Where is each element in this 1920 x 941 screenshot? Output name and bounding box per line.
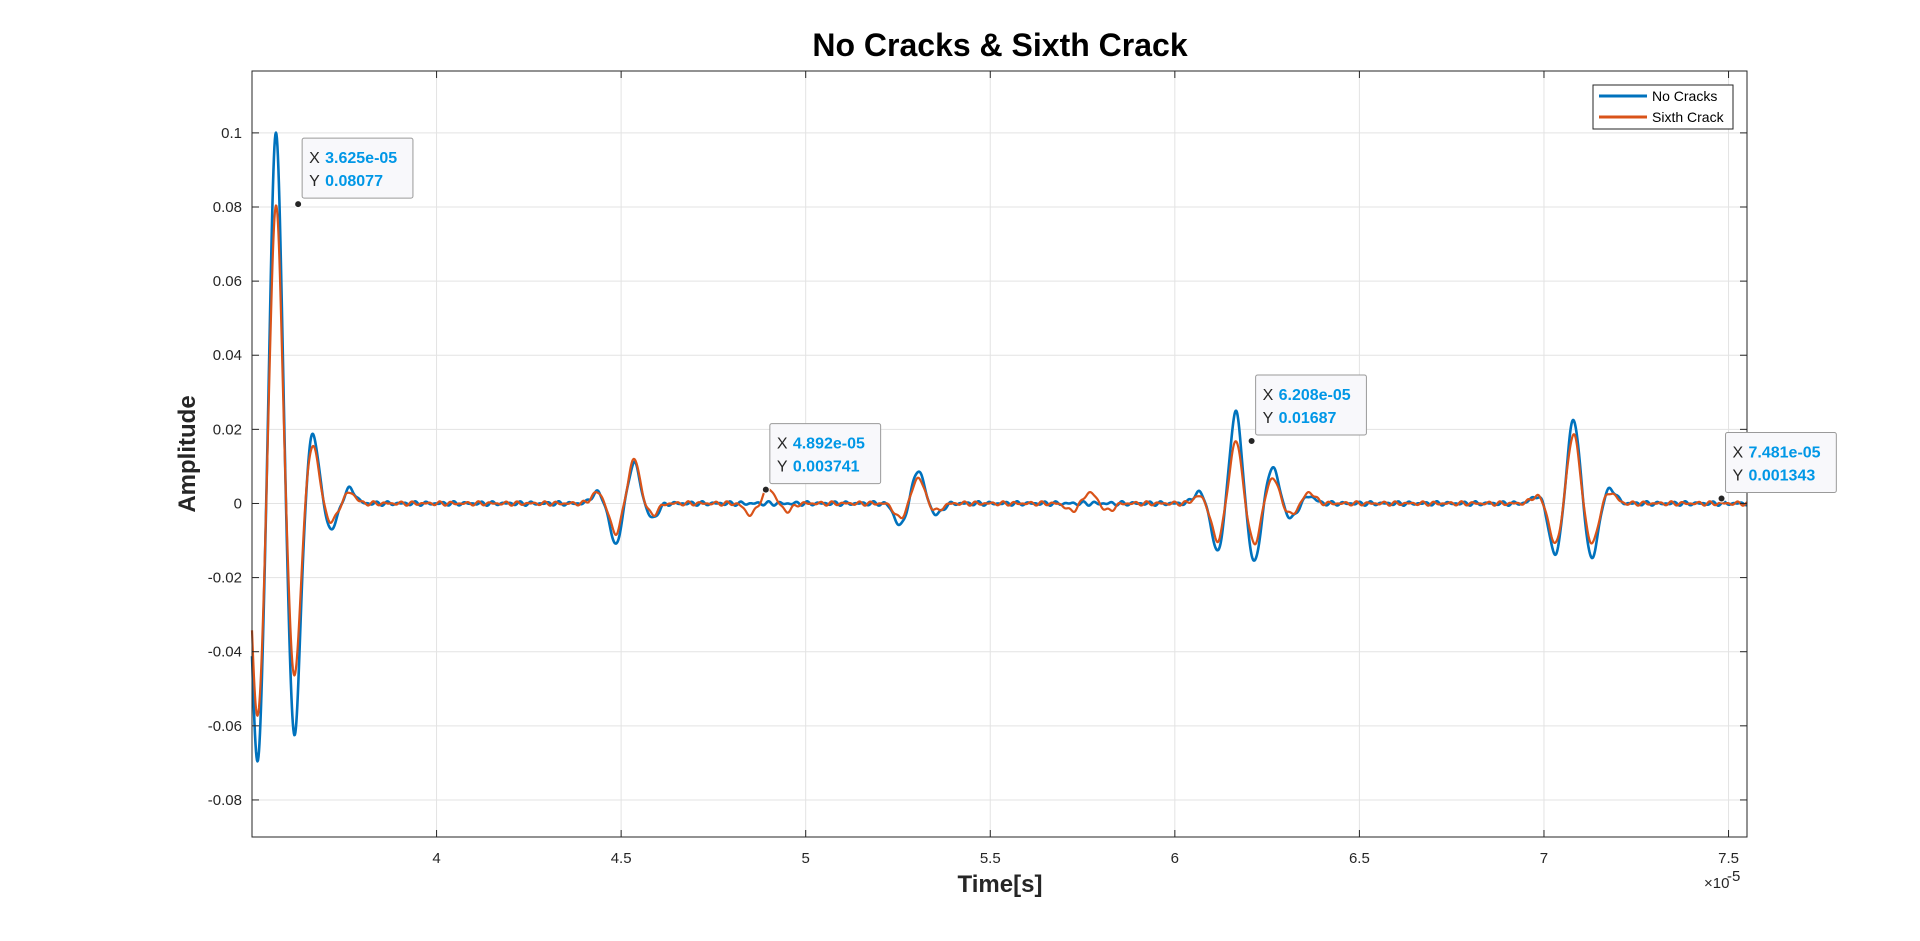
datatip-marker (1247, 436, 1256, 445)
datatip-x-label: X (777, 436, 788, 453)
x-tick-label: 4.5 (611, 850, 632, 867)
datatip-x-label: X (1733, 444, 1744, 461)
x-tick-label: 7 (1540, 850, 1548, 867)
y-tick-label: -0.08 (208, 792, 242, 809)
y-tick-label: 0.08 (213, 199, 242, 216)
datatip[interactable]: X 4.892e-05 Y 0.003741 (761, 423, 882, 494)
legend-label-no-cracks: No Cracks (1652, 88, 1717, 104)
y-tick-label: 0.04 (213, 347, 242, 364)
y-tick-label: 0.1 (221, 125, 242, 142)
x-tick-label: 6 (1171, 850, 1179, 867)
y-tick-label: -0.06 (208, 718, 242, 735)
y-tick-label: 0.02 (213, 421, 242, 438)
datatip-x-label: X (1263, 387, 1274, 404)
datatip-x-value: 4.892e-05 (793, 436, 865, 453)
datatip-y-value: 0.08077 (325, 173, 383, 190)
legend-label-sixth-crack: Sixth Crack (1652, 109, 1725, 125)
datatip-box (769, 423, 882, 485)
x-tick-label: 7.5 (1718, 850, 1739, 867)
plot-area (252, 71, 1747, 837)
datatip-marker (1717, 494, 1726, 503)
datatip-y-value: 0.001343 (1749, 467, 1816, 484)
datatip-x-value: 7.481e-05 (1749, 444, 1821, 461)
y-tick-label: 0.06 (213, 273, 242, 290)
datatip-y-label: Y (309, 173, 320, 190)
datatip-box (1725, 431, 1837, 493)
x-tick-label: 4 (432, 850, 440, 867)
x-tick-label: 5 (802, 850, 810, 867)
datatip-box (1255, 374, 1367, 436)
datatips[interactable]: X 3.625e-05 Y 0.08077 X 4.892e-05 Y 0.003741 X 6.… (294, 137, 1837, 503)
series-lines (250, 131, 1748, 763)
datatip[interactable]: X 3.625e-05 Y 0.08077 (294, 137, 414, 209)
y-axis-title: Amplitude (174, 395, 201, 512)
axis-ticks: 4 4.5 5 5.5 6 6.5 7 7.5 -0.08 -0.06 -0.04 -0.02 0 0.0… (208, 71, 1747, 867)
datatip-box (301, 137, 414, 199)
x-axis-exponent: ×10 -5 (1704, 868, 1740, 892)
x-exponent-base: ×10 (1704, 875, 1729, 892)
datatip-marker (761, 485, 770, 494)
datatip-y-label: Y (1733, 467, 1744, 484)
x-tick-label: 5.5 (980, 850, 1001, 867)
datatip-x-label: X (309, 150, 320, 167)
datatip-y-value: 0.003741 (793, 459, 860, 476)
datatip-x-value: 3.625e-05 (325, 150, 397, 167)
datatip-y-label: Y (1263, 410, 1274, 427)
datatip-y-label: Y (777, 459, 788, 476)
x-exponent-power: -5 (1727, 868, 1740, 885)
legend[interactable]: No Cracks Sixth Crack (1592, 84, 1734, 130)
datatip-x-value: 6.208e-05 (1279, 387, 1351, 404)
chart-title: No Cracks & Sixth Crack (812, 27, 1187, 63)
x-axis-title: Time[s] (958, 871, 1043, 898)
datatip[interactable]: X 6.208e-05 Y 0.01687 (1247, 374, 1367, 445)
datatip-y-value: 0.01687 (1279, 410, 1337, 427)
y-tick-label: 0 (234, 495, 242, 512)
y-tick-label: -0.04 (208, 644, 242, 661)
legend-box (1592, 84, 1734, 130)
datatip-marker (294, 200, 303, 209)
series-line-sixth-crack (250, 204, 1748, 717)
y-tick-label: -0.02 (208, 570, 242, 587)
x-tick-label: 6.5 (1349, 850, 1370, 867)
datatip[interactable]: X 7.481e-05 Y 0.001343 (1717, 431, 1837, 503)
